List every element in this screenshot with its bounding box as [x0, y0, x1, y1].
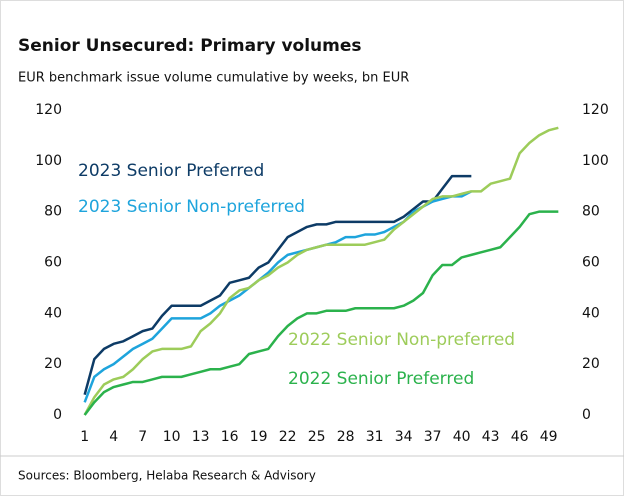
- x-tick-label: 34: [395, 429, 413, 445]
- x-tick-label: 40: [453, 429, 471, 445]
- x-tick-label: 10: [163, 429, 181, 445]
- x-tick-label: 43: [482, 429, 500, 445]
- x-tick-label: 19: [250, 429, 268, 445]
- x-tick-label: 7: [138, 429, 147, 445]
- x-tick-label: 25: [308, 429, 326, 445]
- y2-tick-label: 20: [582, 356, 600, 372]
- x-tick-label: 4: [109, 429, 118, 445]
- y-tick-label: 80: [44, 204, 62, 220]
- y2-tick-label: 0: [582, 407, 591, 423]
- y2-tick-label: 120: [582, 102, 609, 118]
- y-tick-label: 20: [44, 356, 62, 372]
- x-tick-label: 31: [366, 429, 384, 445]
- series-label: 2023 Senior Preferred: [78, 161, 264, 181]
- y2-tick-label: 100: [582, 153, 609, 169]
- y-tick-label: 40: [44, 305, 62, 321]
- x-tick-label: 37: [424, 429, 442, 445]
- x-tick-label: 49: [540, 429, 558, 445]
- x-tick-label: 46: [511, 429, 529, 445]
- y2-tick-label: 60: [582, 255, 600, 271]
- x-tick-label: 13: [192, 429, 210, 445]
- source: Sources: Bloomberg, Helaba Research & Ad…: [18, 469, 316, 483]
- x-tick-label: 28: [337, 429, 355, 445]
- series-label: 2023 Senior Non-preferred: [78, 197, 305, 217]
- series-line: [83, 174, 472, 395]
- series-label: 2022 Senior Non-preferred: [288, 330, 515, 350]
- chart-title: Senior Unsecured: Primary volumes: [18, 36, 362, 56]
- y2-tick-label: 40: [582, 305, 600, 321]
- x-tick-label: 1: [80, 429, 89, 445]
- x-tick-label: 22: [279, 429, 297, 445]
- y-tick-label: 0: [53, 407, 62, 423]
- y-tick-label: 100: [35, 153, 62, 169]
- series-line: [83, 126, 559, 416]
- y-tick-label: 120: [35, 102, 62, 118]
- series-label: 2022 Senior Preferred: [288, 369, 474, 389]
- y-tick-label: 60: [44, 255, 62, 271]
- y2-tick-label: 80: [582, 204, 600, 220]
- chart-subtitle: EUR benchmark issue volume cumulative by…: [18, 71, 409, 86]
- series-line: [83, 210, 559, 416]
- x-tick-label: 16: [221, 429, 239, 445]
